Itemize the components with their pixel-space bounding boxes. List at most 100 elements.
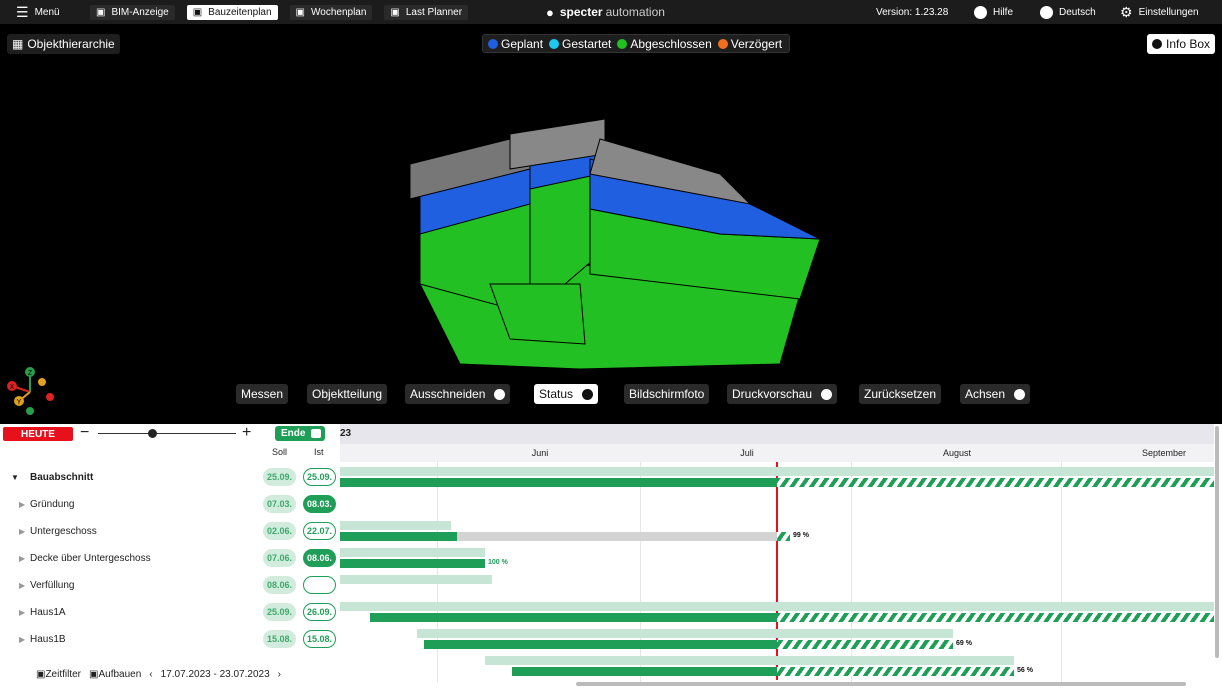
version: Version: 1.23.28 <box>876 6 949 18</box>
task-name: Untergeschoss <box>30 526 97 537</box>
info-button[interactable]: Info Box <box>1147 34 1216 54</box>
toolbar-button[interactable]: Bildschirmfoto <box>624 384 710 404</box>
filter-label: Zeitfilter <box>45 668 82 680</box>
tab-label: Last Planner <box>405 6 463 18</box>
year-header: 23 <box>340 424 1214 444</box>
planned-date: 25.09. <box>263 603 296 621</box>
today-line <box>776 462 778 680</box>
zoom-thumb[interactable] <box>148 429 157 438</box>
month-label: Juli <box>740 448 754 458</box>
legend-swatch <box>549 38 560 49</box>
legend-swatch <box>717 38 728 49</box>
actual-bar <box>370 613 777 622</box>
task-name: Haus1B <box>30 634 66 645</box>
month-label: August <box>942 448 972 458</box>
build-button[interactable]: ▣Aufbauen <box>89 668 142 680</box>
tab-label: Wochenplan <box>311 6 367 18</box>
actual-date: 26.09. <box>303 603 336 621</box>
settings-button[interactable]: ⚙ Einstellungen <box>1120 3 1199 20</box>
gantt-row[interactable]: ▶ Haus1A 25.09. 26.09. <box>0 599 340 626</box>
progress-label: 100 % <box>488 559 508 566</box>
task-name: Verfüllung <box>30 580 75 591</box>
menu-button[interactable]: ☰ Menü <box>16 3 60 20</box>
toolbar-button[interactable]: Zurücksetzen <box>859 384 942 404</box>
gantt-footer: ▣Zeitfilter ▣Aufbauen ‹ 17.07.2023 - 23.… <box>0 660 340 688</box>
toolbar-label: Status <box>539 387 574 401</box>
planned-bar <box>485 656 1014 665</box>
task-name: Gründung <box>30 499 75 510</box>
toolbar-button[interactable]: Messen <box>236 384 289 404</box>
filter-button[interactable]: ▣Zeitfilter <box>36 668 82 680</box>
planned-bar <box>340 602 1214 611</box>
actual-bar <box>512 667 777 676</box>
help-label: Hilfe <box>993 6 1014 18</box>
axis-gizmo: X Y Z <box>7 367 54 415</box>
toolbar-button[interactable]: Status <box>534 384 599 404</box>
actual-bar <box>340 478 777 487</box>
progress-label: 69 % <box>956 640 972 647</box>
gantt-row[interactable]: ▶ Decke über Untergeschoss 07.06. 08.06. <box>0 545 340 572</box>
prev-week[interactable]: ‹ <box>149 668 153 680</box>
gantt-row[interactable]: ▶ Gründung 07.03. 08.03. <box>0 491 340 518</box>
tab[interactable]: ▣ Last Planner <box>384 4 469 20</box>
h-scrollbar[interactable] <box>576 682 1186 686</box>
actual-date: 25.09. <box>303 468 336 486</box>
legend-swatch <box>617 38 628 49</box>
expand-icon: ▶ <box>19 635 26 644</box>
planned-bar <box>340 521 451 530</box>
toolbar-button[interactable]: Objektteilung <box>307 384 388 404</box>
hierarchy-button[interactable]: ▦ Objekthierarchie <box>7 34 120 54</box>
toolbar-button[interactable]: Achsen <box>960 384 1031 404</box>
zoom-out[interactable]: − <box>80 424 90 441</box>
today-button[interactable]: HEUTE <box>3 427 73 441</box>
tab[interactable]: ▣ Bauzeitenplan <box>186 4 278 20</box>
month-header <box>340 444 1214 462</box>
zoom-slider[interactable] <box>98 433 236 434</box>
progress-label: 99 % <box>793 532 809 539</box>
building-model <box>409 118 821 370</box>
toolbar-button[interactable]: Druckvorschau <box>727 384 838 404</box>
dropdown-icon <box>821 388 833 400</box>
legend-label: Gestartet <box>562 36 612 51</box>
next-week[interactable]: › <box>277 668 281 680</box>
actual-date: 08.03. <box>303 495 336 513</box>
expand-icon: ▶ <box>19 554 26 563</box>
v-scrollbar[interactable] <box>1215 426 1219 658</box>
brand-suffix: automation <box>605 5 665 19</box>
date-range: 17.07.2023 - 23.07.2023 <box>160 668 270 680</box>
month-divider <box>1061 462 1062 682</box>
remaining-bar <box>457 532 777 541</box>
legend-item: Verzögert <box>717 37 782 51</box>
progress-label: 56 % <box>1017 667 1033 674</box>
axis-y: Y <box>17 399 22 406</box>
forecast-bar <box>777 532 790 541</box>
actual-date: 15.08. <box>303 630 336 648</box>
tab-list: ▣ BIM-Anzeige ▣ Bauzeitenplan ▣ Wochenplan ▣ La… <box>90 0 469 24</box>
actual-date: 08.06. <box>303 549 336 567</box>
top-bar: ☰ Menü ▣ BIM-Anzeige ▣ Bauzeitenplan ▣ Wochenp… <box>0 0 1222 24</box>
gantt-panel: HEUTE − + Ende 23 Soll Ist ▣Zeitfilter ▣… <box>0 424 1222 688</box>
month-label: September <box>1141 448 1187 458</box>
language-label: Deutsch <box>1059 6 1096 18</box>
legend-item: Gestartet <box>549 37 611 51</box>
gantt-row[interactable]: ▶ Untergeschoss 02.06. 22.07. <box>0 518 340 545</box>
language-button[interactable]: Deutsch <box>1040 0 1096 24</box>
gantt-row[interactable]: ▼ Bauabschnitt 25.09. 25.09. <box>0 464 340 491</box>
tab[interactable]: ▣ BIM-Anzeige <box>90 4 175 20</box>
tab-label: Bauzeitenplan <box>208 6 272 18</box>
actual-bar <box>340 559 485 568</box>
planned-bar <box>417 629 953 638</box>
gantt-row[interactable]: ▶ Haus1B 15.08. 15.08. <box>0 626 340 653</box>
zoom-in[interactable]: + <box>242 424 252 441</box>
month-label: Juni <box>531 448 549 458</box>
toolbar-button[interactable]: Ausschneiden <box>405 384 511 404</box>
tab[interactable]: ▣ Wochenplan <box>289 4 373 20</box>
end-toggle[interactable]: Ende <box>275 426 325 441</box>
legend-label: Abgeschlossen <box>630 36 712 51</box>
planned-date: 15.08. <box>263 630 296 648</box>
expand-icon: ▶ <box>19 608 26 617</box>
help-button[interactable]: Hilfe <box>974 0 1013 24</box>
gantt-row[interactable]: ▶ Verfüllung 08.06. <box>0 572 340 599</box>
hierarchy-label: Objekthierarchie <box>27 37 115 51</box>
